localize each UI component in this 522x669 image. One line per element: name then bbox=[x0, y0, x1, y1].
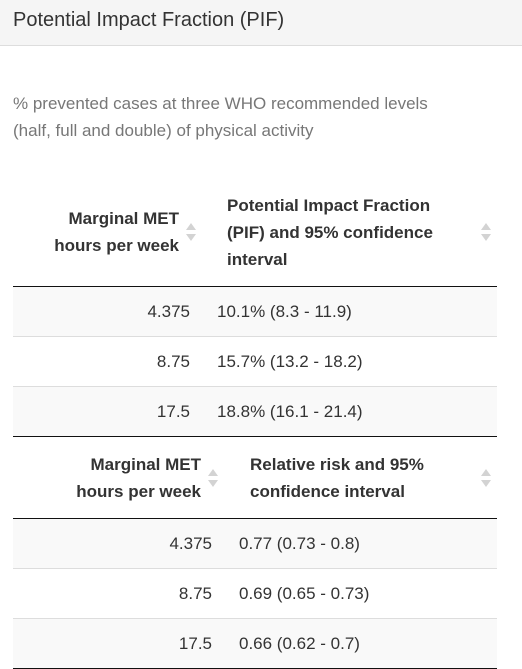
table-row: 4.375 0.77 (0.73 - 0.8) bbox=[13, 518, 497, 569]
sort-icon[interactable] bbox=[481, 221, 491, 243]
relative-risk-table: Marginal MET hours per week Relative ris… bbox=[13, 437, 497, 669]
table-row: 8.75 15.7% (13.2 - 18.2) bbox=[13, 336, 497, 387]
met-cell: 17.5 bbox=[13, 618, 223, 669]
header-line: interval bbox=[227, 249, 288, 269]
panel-heading: Potential Impact Fraction (PIF) bbox=[0, 0, 522, 46]
met-cell: 8.75 bbox=[13, 568, 223, 619]
pif-cell: 15.7% (13.2 - 18.2) bbox=[201, 336, 497, 387]
met-cell: 8.75 bbox=[13, 336, 201, 387]
relative-risk-cell: 0.66 (0.62 - 0.7) bbox=[223, 618, 497, 669]
header-line: (PIF) and 95% confidence bbox=[227, 222, 433, 242]
table-row: 8.75 0.69 (0.65 - 0.73) bbox=[13, 568, 497, 619]
header-line: Relative risk and 95% bbox=[250, 454, 424, 474]
pif-header-pif[interactable]: Potential Impact Fraction (PIF) and 95% … bbox=[201, 178, 497, 287]
pif-cell: 10.1% (8.3 - 11.9) bbox=[201, 286, 497, 337]
sort-icon[interactable] bbox=[186, 221, 196, 243]
header-line: confidence interval bbox=[250, 481, 405, 501]
rr-header-relative-risk[interactable]: Relative risk and 95% confidence interva… bbox=[223, 437, 497, 519]
description-line-1: % prevented cases at three WHO recommend… bbox=[13, 94, 428, 113]
header-line: Marginal MET bbox=[68, 209, 179, 228]
table-row: 4.375 10.1% (8.3 - 11.9) bbox=[13, 286, 497, 337]
pif-description: % prevented cases at three WHO recommend… bbox=[13, 90, 509, 144]
table-row: 17.5 0.66 (0.62 - 0.7) bbox=[13, 618, 497, 669]
sort-icon[interactable] bbox=[481, 467, 491, 489]
description-line-2: (half, full and double) of physical acti… bbox=[13, 121, 314, 140]
pif-cell: 18.8% (16.1 - 21.4) bbox=[201, 386, 497, 437]
header-line: Potential Impact Fraction bbox=[227, 195, 431, 215]
sort-icon[interactable] bbox=[208, 467, 218, 489]
header-line: hours per week bbox=[76, 481, 201, 501]
met-cell: 4.375 bbox=[13, 286, 201, 337]
pif-header-met[interactable]: Marginal MET hours per week bbox=[13, 178, 201, 287]
header-line: Marginal MET bbox=[90, 454, 201, 474]
met-cell: 17.5 bbox=[13, 386, 201, 437]
rr-header-row: Marginal MET hours per week Relative ris… bbox=[13, 437, 497, 519]
met-cell: 4.375 bbox=[13, 518, 223, 569]
header-line: hours per week bbox=[54, 236, 179, 255]
pif-table: Marginal MET hours per week Potential Im… bbox=[13, 178, 497, 437]
relative-risk-cell: 0.69 (0.65 - 0.73) bbox=[223, 568, 497, 619]
table-row: 17.5 18.8% (16.1 - 21.4) bbox=[13, 386, 497, 437]
panel-title: Potential Impact Fraction (PIF) bbox=[13, 9, 285, 31]
relative-risk-cell: 0.77 (0.73 - 0.8) bbox=[223, 518, 497, 569]
rr-header-met[interactable]: Marginal MET hours per week bbox=[13, 437, 223, 519]
pif-header-row: Marginal MET hours per week Potential Im… bbox=[13, 178, 497, 287]
